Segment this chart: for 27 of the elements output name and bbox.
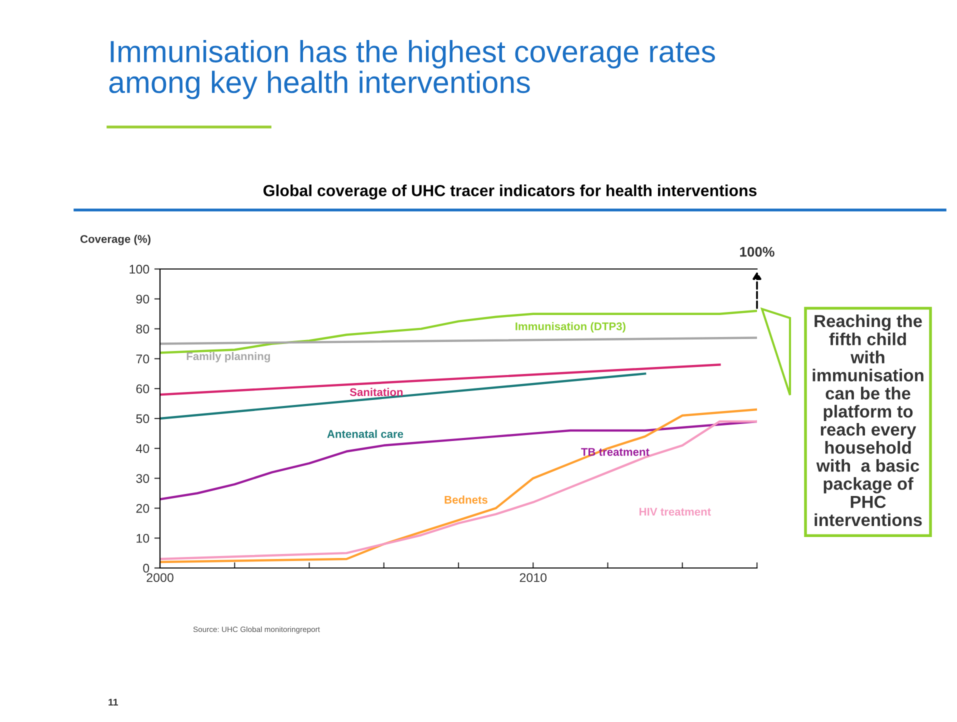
y-tick-label: 10 <box>136 534 150 543</box>
series-label: Family planning <box>186 352 270 362</box>
text: HIV treatment <box>640 508 711 516</box>
y-axis-title: Coverage (%) <box>80 234 150 246</box>
y-tick-label: 30 <box>136 474 150 483</box>
y-tick-label: 40 <box>136 444 150 454</box>
y-tick-label: 90 <box>136 294 150 304</box>
y-tick-label: 50 <box>136 414 150 424</box>
text: Reaching the fifth child with immunisation can be the platform to reach every household with a basic package of PHC interventions <box>812 314 924 526</box>
chart-subtitle: Global coverage of UHC tracer indicators for health interventions <box>263 184 757 200</box>
series-label: TB treatment <box>581 448 650 456</box>
y-tick-label: 20 <box>136 504 150 513</box>
series-label: Immunisation (DTP3) <box>516 322 626 332</box>
series-label: Bednets <box>444 496 488 504</box>
line-series <box>160 310 757 354</box>
x-tick-label: 2010 <box>520 573 547 582</box>
text: 11 <box>108 698 118 706</box>
text: 100% <box>740 246 774 257</box>
y-tick-label: 0 <box>143 564 150 573</box>
y-tick-label: 70 <box>136 354 150 364</box>
series-label: Sanitation <box>350 388 403 396</box>
y-tick-label: 80 <box>136 324 150 334</box>
y-tick-label: 60 <box>136 384 150 394</box>
chart-title: Immunisation has the highest coverage rates among key health interventions <box>109 40 715 100</box>
x-tick-label: 2000 <box>146 573 174 582</box>
text: Antenatal care <box>327 430 404 438</box>
y-tick-label: 100 <box>130 264 150 274</box>
